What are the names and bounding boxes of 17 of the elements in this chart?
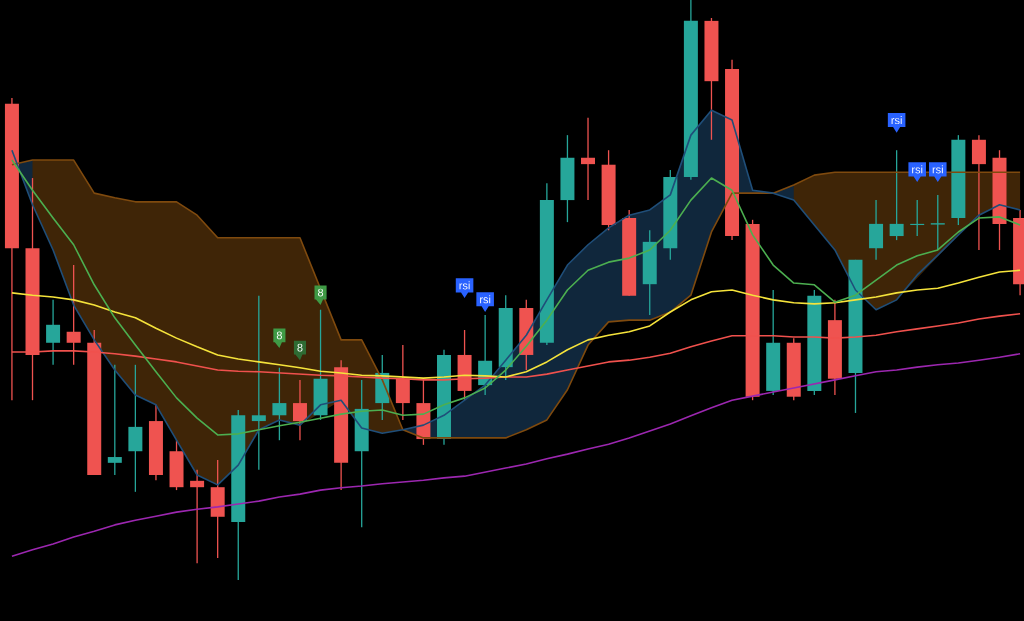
candlestick	[107, 364, 122, 476]
annotation: rsi	[459, 281, 470, 290]
annotation: rsi	[912, 165, 923, 174]
annotation: 8	[317, 288, 324, 297]
candlestick	[889, 149, 904, 241]
candlestick	[581, 117, 596, 201]
annotation: rsi	[891, 116, 902, 125]
candlestick	[251, 295, 266, 471]
annotation: rsi	[480, 295, 491, 304]
candlestick	[190, 469, 205, 564]
annotation: 8	[276, 331, 282, 340]
candlestick	[46, 299, 61, 366]
annotation: 8	[297, 343, 303, 352]
candlestick	[272, 367, 287, 441]
candlestick	[292, 379, 307, 441]
candlestick	[930, 194, 946, 251]
annotation: rsi	[932, 165, 943, 174]
